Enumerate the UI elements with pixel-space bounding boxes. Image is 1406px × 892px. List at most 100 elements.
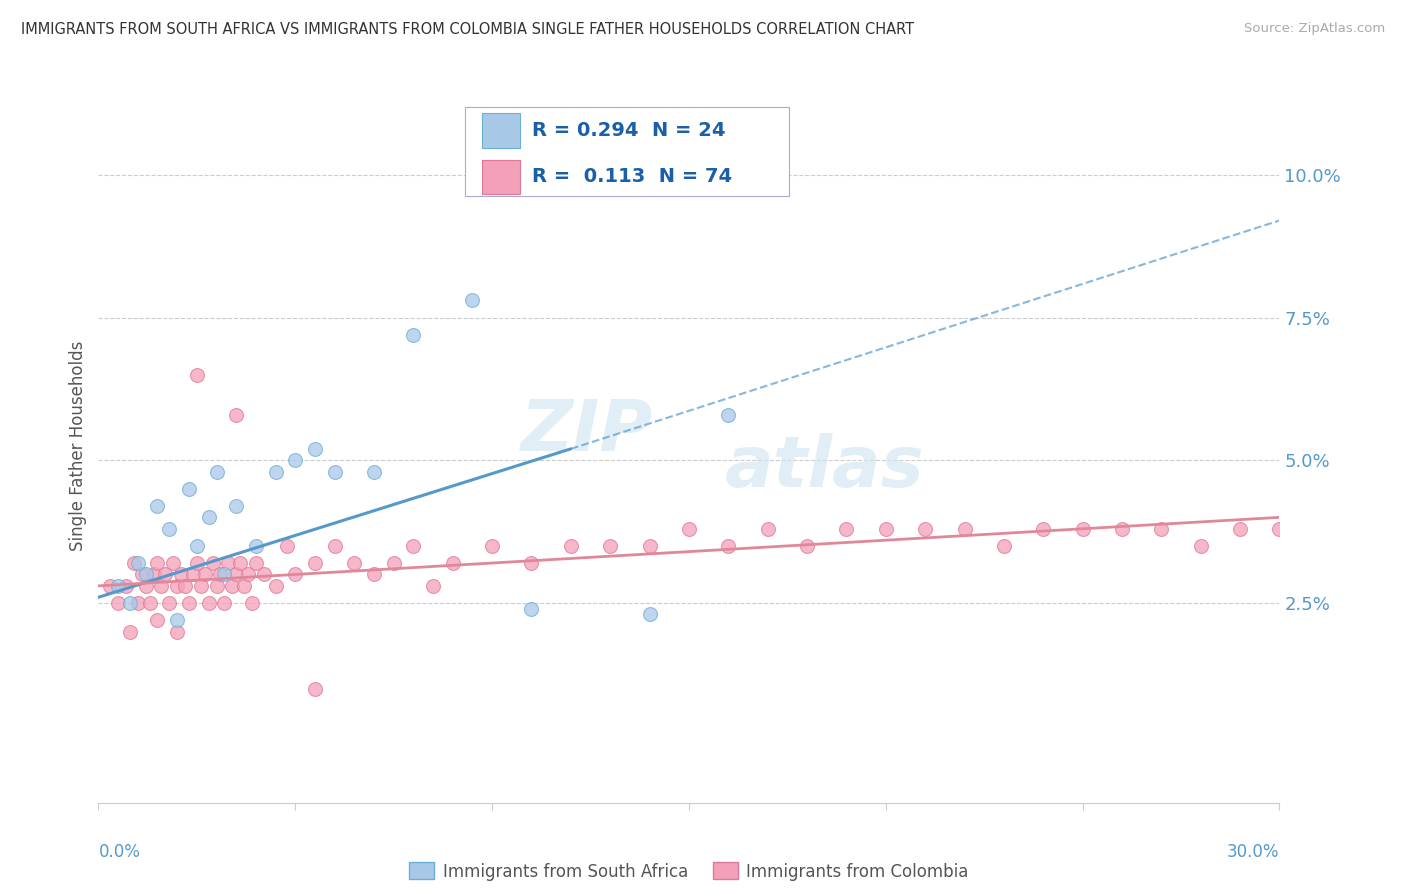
Point: [205, 465, 228, 479]
Point: [122, 556, 145, 570]
Point: [717, 539, 740, 553]
Point: [146, 556, 169, 570]
Y-axis label: Single Father Households: Single Father Households: [69, 341, 87, 551]
Text: atlas: atlas: [724, 433, 924, 502]
Point: [264, 579, 287, 593]
Point: [214, 567, 236, 582]
Point: [118, 596, 141, 610]
Point: [441, 556, 464, 570]
Point: [197, 510, 219, 524]
Point: [177, 596, 200, 610]
Point: [166, 613, 188, 627]
Point: [363, 567, 385, 582]
Point: [1189, 539, 1212, 553]
Point: [205, 579, 228, 593]
Point: [217, 556, 239, 570]
FancyBboxPatch shape: [482, 160, 520, 194]
Point: [638, 539, 661, 553]
Point: [835, 522, 858, 536]
Point: [304, 556, 326, 570]
Point: [796, 539, 818, 553]
Point: [186, 539, 208, 553]
Point: [174, 579, 197, 593]
Point: [146, 613, 169, 627]
Text: Source: ZipAtlas.com: Source: ZipAtlas.com: [1244, 22, 1385, 36]
Point: [284, 453, 307, 467]
Point: [115, 579, 138, 593]
Point: [142, 567, 165, 582]
Point: [186, 556, 208, 570]
Point: [214, 596, 236, 610]
Point: [135, 579, 157, 593]
Text: ZIP: ZIP: [522, 397, 654, 467]
Point: [245, 556, 267, 570]
Point: [323, 539, 346, 553]
Point: [197, 596, 219, 610]
Point: [157, 596, 180, 610]
Point: [107, 596, 129, 610]
FancyBboxPatch shape: [482, 113, 520, 148]
Point: [914, 522, 936, 536]
Point: [127, 596, 149, 610]
Text: 30.0%: 30.0%: [1227, 843, 1279, 861]
Point: [236, 567, 259, 582]
Point: [304, 681, 326, 696]
Point: [717, 408, 740, 422]
Point: [190, 579, 212, 593]
Point: [201, 556, 224, 570]
Point: [402, 539, 425, 553]
Legend: Immigrants from South Africa, Immigrants from Colombia: Immigrants from South Africa, Immigrants…: [402, 855, 976, 888]
Point: [1032, 522, 1054, 536]
Point: [166, 579, 188, 593]
Point: [233, 579, 256, 593]
Point: [186, 368, 208, 382]
Point: [177, 482, 200, 496]
Point: [382, 556, 405, 570]
Point: [1268, 522, 1291, 536]
Point: [461, 293, 484, 308]
Text: IMMIGRANTS FROM SOUTH AFRICA VS IMMIGRANTS FROM COLOMBIA SINGLE FATHER HOUSEHOLD: IMMIGRANTS FROM SOUTH AFRICA VS IMMIGRAN…: [21, 22, 914, 37]
Point: [481, 539, 503, 553]
Point: [323, 465, 346, 479]
Point: [229, 556, 252, 570]
Point: [135, 567, 157, 582]
Point: [343, 556, 366, 570]
Point: [107, 579, 129, 593]
Point: [157, 522, 180, 536]
Point: [181, 567, 204, 582]
Point: [98, 579, 121, 593]
Point: [1229, 522, 1251, 536]
Point: [146, 499, 169, 513]
Point: [131, 567, 153, 582]
Point: [253, 567, 276, 582]
Point: [118, 624, 141, 639]
Point: [520, 601, 543, 615]
Point: [264, 465, 287, 479]
Point: [678, 522, 700, 536]
FancyBboxPatch shape: [464, 107, 789, 196]
Point: [993, 539, 1015, 553]
Text: 0.0%: 0.0%: [98, 843, 141, 861]
Point: [166, 624, 188, 639]
Point: [209, 567, 232, 582]
Point: [875, 522, 897, 536]
Point: [162, 556, 184, 570]
Point: [638, 607, 661, 622]
Point: [304, 442, 326, 456]
Point: [402, 327, 425, 342]
Point: [599, 539, 621, 553]
Point: [284, 567, 307, 582]
Point: [127, 556, 149, 570]
Point: [245, 539, 267, 553]
Point: [240, 596, 263, 610]
Point: [756, 522, 779, 536]
Point: [225, 567, 247, 582]
Point: [953, 522, 976, 536]
Point: [1150, 522, 1173, 536]
Point: [363, 465, 385, 479]
Point: [1111, 522, 1133, 536]
Point: [276, 539, 298, 553]
Text: R = 0.294  N = 24: R = 0.294 N = 24: [531, 121, 725, 140]
Point: [520, 556, 543, 570]
Point: [155, 567, 177, 582]
